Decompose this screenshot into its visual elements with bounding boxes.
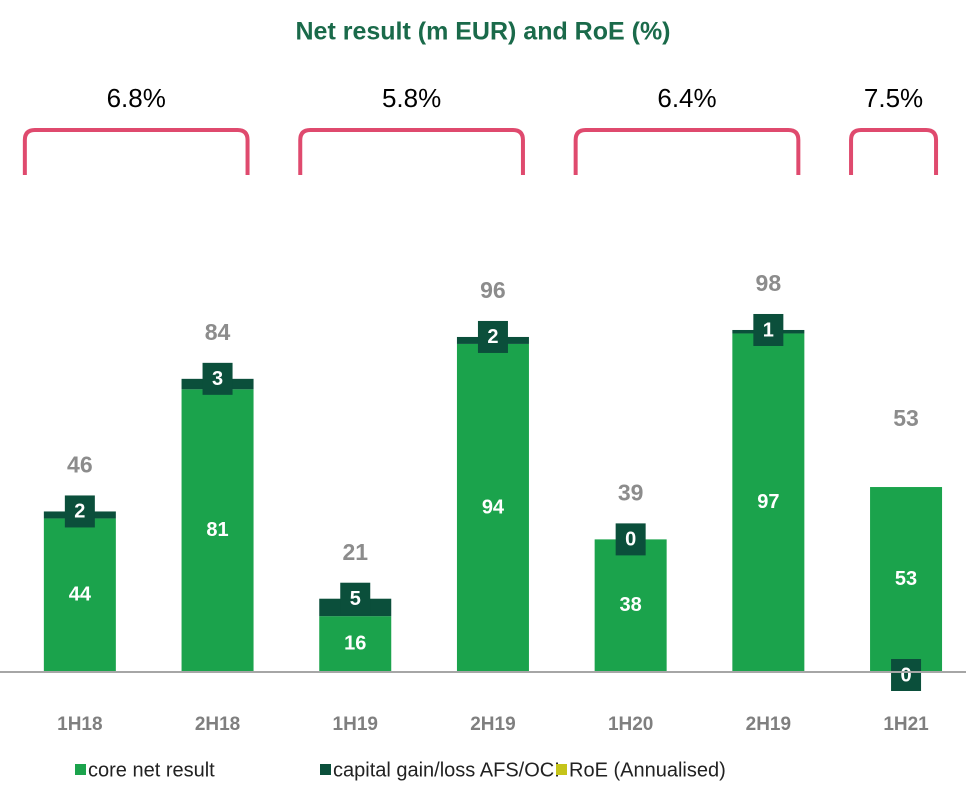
segment-label-box	[615, 523, 646, 556]
segment-label-box	[891, 659, 922, 691]
segment-label: 81	[206, 519, 228, 541]
segment-label: 5	[350, 588, 361, 610]
segment-label-box	[64, 495, 95, 528]
x-tick-label: 1H20	[608, 714, 653, 735]
x-tick-label: 1H18	[57, 714, 102, 735]
segment-label: 2	[74, 501, 85, 523]
total-label: 39	[618, 479, 644, 505]
roe-label: 6.8%	[107, 83, 166, 113]
legend-swatch	[75, 764, 86, 775]
segment-label: 53	[895, 568, 917, 590]
bar-segment	[870, 487, 943, 672]
x-tick-label: 1H19	[333, 714, 378, 735]
roe-bracket	[573, 128, 801, 175]
x-tick-label: 2H19	[470, 714, 515, 735]
chart-title: Net result (m EUR) and RoE (%)	[295, 18, 670, 46]
legend-label: core net result	[88, 759, 215, 781]
segment-label-box	[340, 582, 371, 615]
segment-label: 0	[900, 664, 911, 686]
segment-label: 3	[212, 368, 223, 390]
segment-label: 0	[625, 529, 636, 551]
bar-segment	[181, 389, 254, 672]
legend-label: RoE (Annualised)	[569, 759, 726, 781]
roe-bracket	[849, 128, 939, 175]
total-label: 84	[205, 319, 231, 345]
segment-label-box	[202, 362, 233, 395]
segment-label: 2	[487, 326, 498, 348]
roe-label: 6.4%	[657, 83, 716, 113]
legend-swatch	[556, 764, 567, 775]
total-label: 53	[893, 405, 919, 431]
x-tick-label: 1H21	[883, 714, 929, 735]
bar-segment	[594, 539, 667, 672]
bar-segment	[732, 333, 805, 672]
segment-label: 97	[757, 491, 779, 513]
segment-label-box	[753, 313, 784, 346]
segment-label: 16	[344, 632, 366, 654]
bar-segment	[43, 518, 116, 672]
segment-label: 1	[763, 319, 774, 341]
segment-label: 44	[69, 584, 92, 606]
x-tick-label: 2H18	[195, 714, 240, 735]
roe-bracket	[22, 128, 250, 175]
segment-label: 38	[620, 594, 642, 616]
legend-label: capital gain/loss AFS/OCI	[333, 759, 560, 781]
roe-bracket	[298, 128, 525, 175]
total-label: 46	[67, 452, 93, 478]
roe-label: 5.8%	[382, 83, 441, 113]
segment-label-box	[477, 320, 508, 353]
bar-segment	[456, 343, 529, 672]
total-label: 21	[342, 539, 368, 565]
total-label: 96	[480, 277, 506, 303]
x-tick-label: 2H19	[746, 714, 791, 735]
roe-label: 7.5%	[864, 83, 923, 113]
bar-segment	[319, 616, 392, 672]
segment-label: 94	[482, 496, 505, 518]
legend-swatch	[320, 764, 331, 775]
total-label: 98	[756, 270, 782, 296]
